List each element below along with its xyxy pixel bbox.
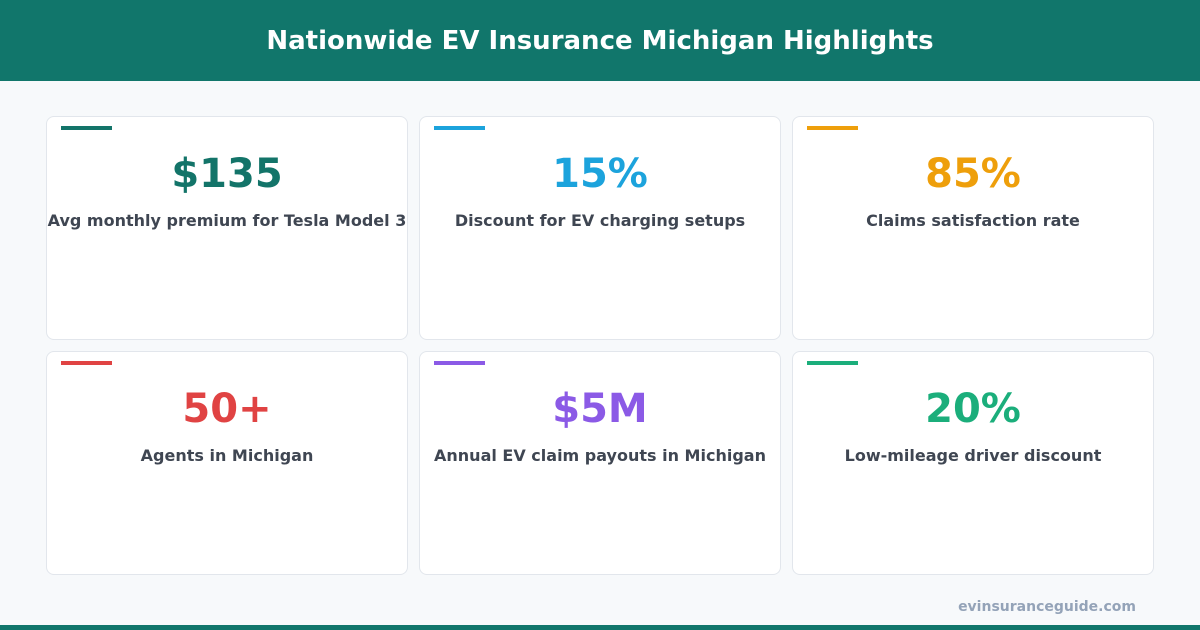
accent-bar: [434, 126, 485, 130]
card-grid: $135 Avg monthly premium for Tesla Model …: [46, 116, 1155, 575]
stat-value: $135: [171, 151, 283, 197]
header-title: Nationwide EV Insurance Michigan Highlig…: [0, 0, 1200, 81]
stat-label: Agents in Michigan: [140, 446, 314, 465]
stat-label: Discount for EV charging setups: [454, 211, 746, 230]
stat-card: 85% Claims satisfaction rate: [792, 116, 1154, 340]
stat-card: 20% Low-mileage driver discount: [792, 351, 1154, 575]
stat-value: 20%: [925, 386, 1021, 432]
accent-bar: [61, 361, 112, 365]
accent-bar: [807, 361, 858, 365]
stat-card: $135 Avg monthly premium for Tesla Model …: [46, 116, 408, 340]
accent-bar: [434, 361, 485, 365]
stat-value: 85%: [925, 151, 1021, 197]
stat-label: Claims satisfaction rate: [866, 211, 1080, 230]
stat-value: $5M: [552, 386, 648, 432]
stat-value: 50+: [182, 386, 272, 432]
stat-value: 15%: [552, 151, 648, 197]
accent-bar: [61, 126, 112, 130]
stat-label: Low-mileage driver discount: [844, 446, 1102, 465]
stat-card: 15% Discount for EV charging setups: [419, 116, 781, 340]
accent-bar: [807, 126, 858, 130]
footer-site: evinsuranceguide.com: [958, 599, 1136, 615]
stat-card: $5M Annual EV claim payouts in Michigan: [419, 351, 781, 575]
bottom-bar: [0, 625, 1200, 630]
stat-label: Annual EV claim payouts in Michigan: [434, 446, 766, 465]
stat-card: 50+ Agents in Michigan: [46, 351, 408, 575]
stat-label: Avg monthly premium for Tesla Model 3: [47, 211, 407, 230]
